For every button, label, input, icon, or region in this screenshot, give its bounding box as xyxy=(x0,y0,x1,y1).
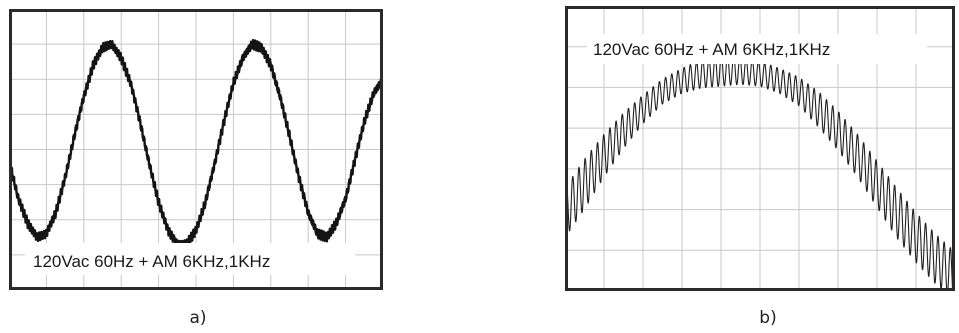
grid-a xyxy=(9,9,383,290)
annotation-bg-b xyxy=(587,34,927,64)
trace-b xyxy=(565,53,955,291)
annotation-b: 120Vac 60Hz + AM 6KHz,1KHz xyxy=(593,40,830,59)
series-line-b xyxy=(565,53,955,291)
oscilloscope-plot-b: 120Vac 60Hz + AM 6KHz,1KHz xyxy=(565,6,955,291)
trace-a xyxy=(9,38,383,250)
annotation-bg-a xyxy=(25,243,355,275)
caption-a: a) xyxy=(189,308,207,328)
frame-a xyxy=(9,9,383,290)
oscilloscope-plot-a: 120Vac 60Hz + AM 6KHz,1KHz xyxy=(9,9,383,290)
frame-b xyxy=(565,6,955,291)
caption-b: b) xyxy=(759,308,777,328)
annotation-a: 120Vac 60Hz + AM 6KHz,1KHz xyxy=(33,252,270,271)
series-line-a xyxy=(9,38,383,250)
